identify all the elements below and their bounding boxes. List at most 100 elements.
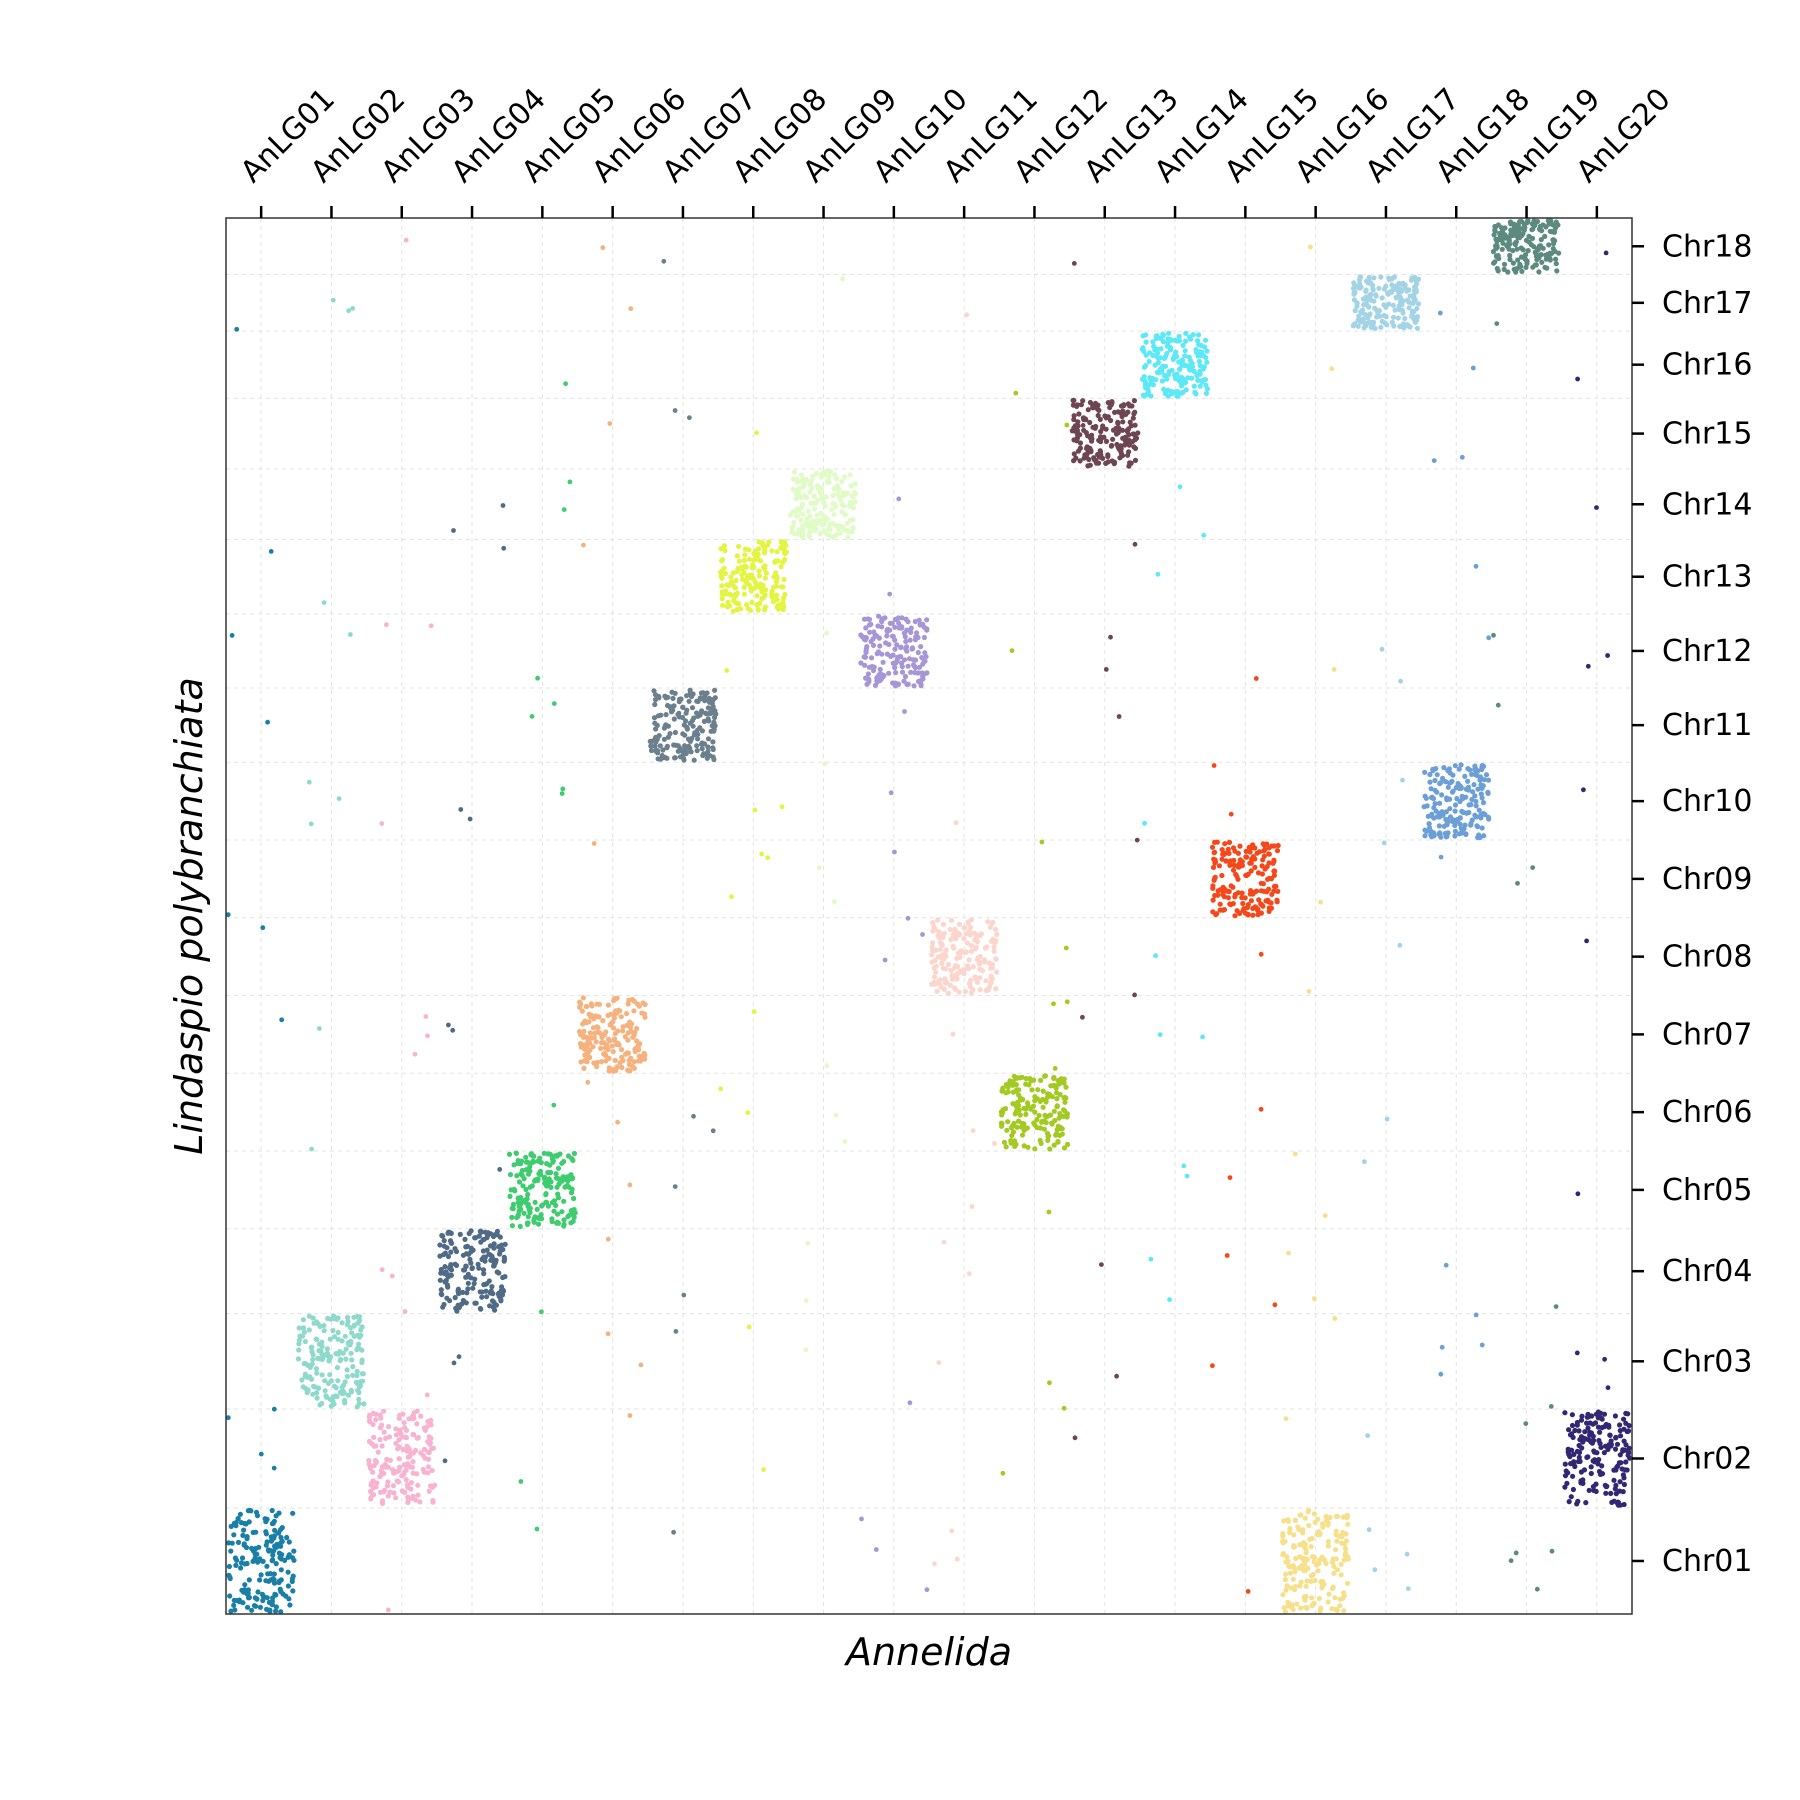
point: [561, 1221, 567, 1227]
point: [773, 583, 780, 590]
point: [497, 1248, 503, 1254]
point: [296, 1325, 302, 1331]
point: [1381, 286, 1387, 292]
point: [559, 1160, 565, 1166]
point: [1304, 1578, 1310, 1584]
point: [286, 1552, 292, 1558]
point: [1618, 1460, 1624, 1466]
point: [852, 481, 858, 487]
point: [890, 652, 896, 658]
point: [1491, 632, 1496, 638]
point: [1096, 407, 1102, 413]
point: [532, 1178, 538, 1184]
point: [652, 743, 658, 749]
point: [313, 1336, 319, 1342]
point: [762, 604, 769, 610]
point: [658, 756, 664, 762]
point: [525, 1171, 532, 1177]
point: [520, 1183, 526, 1189]
point: [1266, 860, 1272, 866]
point: [998, 1109, 1005, 1115]
point: [1566, 1499, 1572, 1505]
point: [712, 687, 718, 693]
point: [1519, 254, 1525, 260]
point: [309, 1361, 315, 1367]
point: [1258, 880, 1264, 886]
point: [830, 492, 836, 498]
point: [840, 276, 845, 282]
point: [344, 1314, 351, 1321]
point: [790, 509, 796, 515]
point: [1140, 345, 1146, 351]
point: [918, 683, 924, 689]
point: [547, 1151, 553, 1157]
point: [451, 1360, 457, 1366]
point: [1230, 867, 1237, 873]
point: [719, 557, 726, 563]
point: [448, 1240, 454, 1246]
point: [541, 1150, 547, 1156]
point: [607, 421, 613, 426]
point: [1087, 419, 1093, 426]
point: [1569, 1431, 1575, 1437]
point: [570, 1157, 576, 1163]
point: [1341, 1593, 1347, 1599]
point: [791, 469, 798, 475]
point: [1219, 872, 1225, 879]
point: [393, 1495, 399, 1501]
point: [745, 606, 752, 612]
point: [1301, 1540, 1307, 1546]
point: [651, 715, 658, 721]
point: [1052, 1117, 1058, 1124]
point: [592, 1030, 598, 1036]
point: [912, 670, 918, 676]
point: [962, 988, 969, 995]
point: [561, 1198, 567, 1204]
point: [1572, 1427, 1578, 1434]
point: [233, 1562, 239, 1568]
point: [385, 1479, 391, 1485]
point: [1216, 863, 1222, 869]
point: [1436, 823, 1442, 829]
point: [485, 1230, 491, 1236]
point: [1161, 386, 1167, 392]
point: [457, 1231, 463, 1237]
point: [1502, 225, 1508, 231]
point: [1552, 238, 1558, 244]
point: [1065, 1141, 1071, 1147]
point: [1617, 1452, 1623, 1458]
point: [1372, 325, 1378, 332]
block-AnLG05-Chr05: [506, 1150, 578, 1229]
point: [1099, 1262, 1104, 1267]
point: [1327, 1514, 1333, 1521]
point: [793, 491, 799, 497]
point: [1182, 353, 1188, 359]
point: [1333, 1547, 1339, 1553]
point: [1142, 379, 1148, 386]
point: [1456, 766, 1462, 772]
point: [850, 524, 856, 531]
point: [979, 968, 986, 974]
point: [1460, 809, 1466, 816]
point: [476, 1265, 482, 1271]
point: [1424, 803, 1430, 809]
point: [1606, 1424, 1612, 1430]
point: [1334, 1567, 1340, 1573]
point: [780, 605, 787, 611]
point: [1056, 1115, 1062, 1121]
point: [1261, 848, 1267, 854]
point: [1062, 1099, 1068, 1105]
point: [1153, 953, 1158, 959]
point: [941, 1239, 947, 1245]
point: [1274, 897, 1280, 903]
point: [813, 526, 819, 532]
point: [1452, 802, 1459, 808]
point: [1063, 1084, 1069, 1090]
point: [1613, 1435, 1619, 1441]
point: [322, 1378, 328, 1384]
point: [827, 526, 833, 533]
point: [1427, 779, 1433, 785]
point: [349, 1357, 355, 1363]
point: [317, 1026, 322, 1031]
point: [821, 528, 827, 534]
